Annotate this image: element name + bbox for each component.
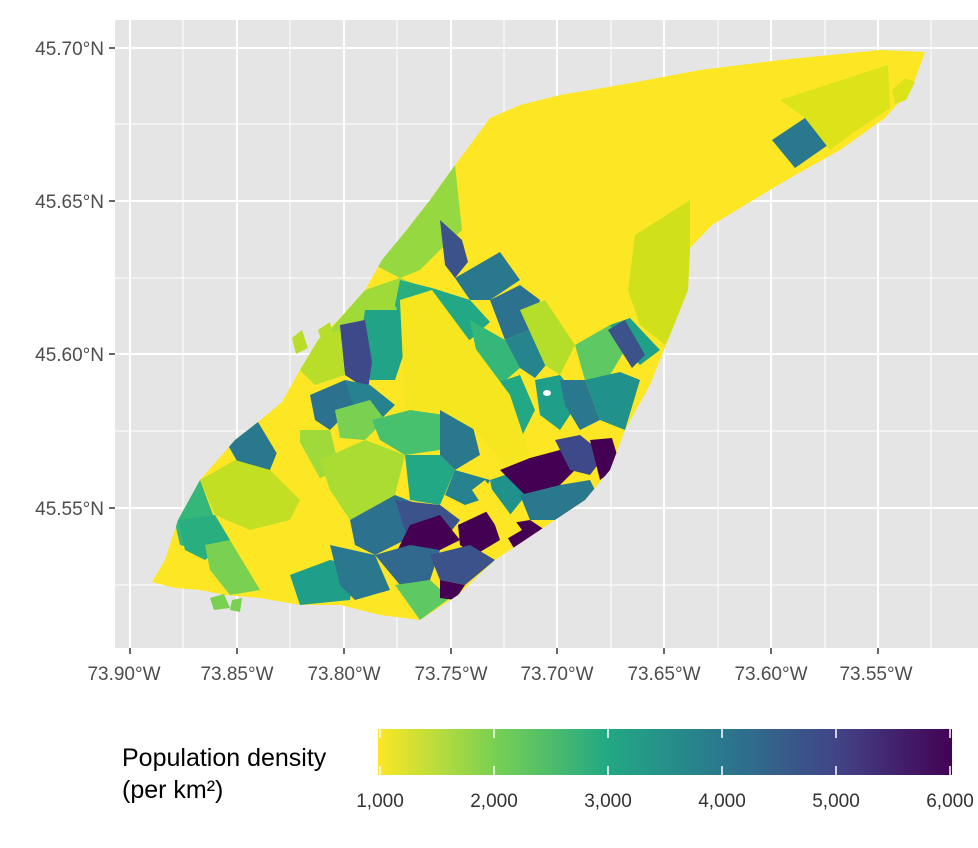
district <box>560 380 600 430</box>
district <box>320 440 405 520</box>
district <box>200 460 300 530</box>
district <box>395 580 450 620</box>
y-axis: 45.70°N 45.65°N 45.60°N 45.55°N <box>35 39 115 520</box>
small-island <box>892 78 915 104</box>
small-island <box>230 598 242 612</box>
district <box>400 290 530 465</box>
x-tick-label: 73.80°W <box>307 664 380 685</box>
legend-subtitle: (per km²) <box>122 776 223 804</box>
district <box>575 325 625 380</box>
district <box>520 300 575 375</box>
district <box>472 480 522 540</box>
district <box>375 545 440 585</box>
district <box>628 200 690 345</box>
district <box>372 410 445 455</box>
district <box>440 580 465 600</box>
small-island <box>543 390 551 396</box>
district <box>258 410 332 512</box>
district <box>455 252 520 300</box>
district <box>458 510 500 555</box>
legend-tick-label: 4,000 <box>698 791 746 812</box>
island <box>152 50 925 620</box>
district <box>608 320 645 368</box>
district <box>780 65 890 150</box>
district <box>340 320 372 390</box>
district <box>310 380 355 430</box>
district <box>440 220 468 278</box>
x-tick-label: 73.70°W <box>520 664 593 685</box>
x-tick-label: 73.90°W <box>87 664 160 685</box>
district <box>405 455 455 505</box>
x-axis: 73.90°W 73.85°W 73.80°W 73.75°W 73.70°W … <box>87 648 913 685</box>
districts <box>170 65 890 620</box>
legend-tick-label: 3,000 <box>584 791 632 812</box>
district <box>772 118 828 168</box>
legend-tick-marks <box>379 729 951 775</box>
small-island <box>210 594 230 610</box>
legend-tick-label: 5,000 <box>812 791 860 812</box>
legend-colorbar <box>378 729 952 775</box>
district <box>505 330 550 378</box>
x-tick-label: 73.75°W <box>414 664 487 685</box>
legend: Population density (per km²) 1,000 2,000… <box>122 729 974 812</box>
district <box>375 165 462 278</box>
y-tick-label: 45.70°N <box>35 39 104 60</box>
small-island <box>318 322 334 342</box>
x-tick-label: 73.85°W <box>200 664 273 685</box>
y-tick-label: 45.55°N <box>35 499 104 520</box>
x-tick-label: 73.60°W <box>734 664 807 685</box>
district <box>470 320 520 385</box>
district <box>330 545 390 600</box>
legend-tick-label: 6,000 <box>926 791 974 812</box>
legend-title: Population density <box>122 744 327 772</box>
x-tick-label: 73.55°W <box>839 664 912 685</box>
district <box>430 545 495 585</box>
x-tick-label: 73.65°W <box>627 664 700 685</box>
district <box>335 400 385 440</box>
y-tick-label: 45.60°N <box>35 345 104 366</box>
y-tick-label: 45.65°N <box>35 192 104 213</box>
legend-tick-label: 1,000 <box>356 791 404 812</box>
district <box>585 372 640 430</box>
district <box>205 540 260 595</box>
small-island <box>292 330 308 354</box>
legend-tick-label: 2,000 <box>470 791 518 812</box>
